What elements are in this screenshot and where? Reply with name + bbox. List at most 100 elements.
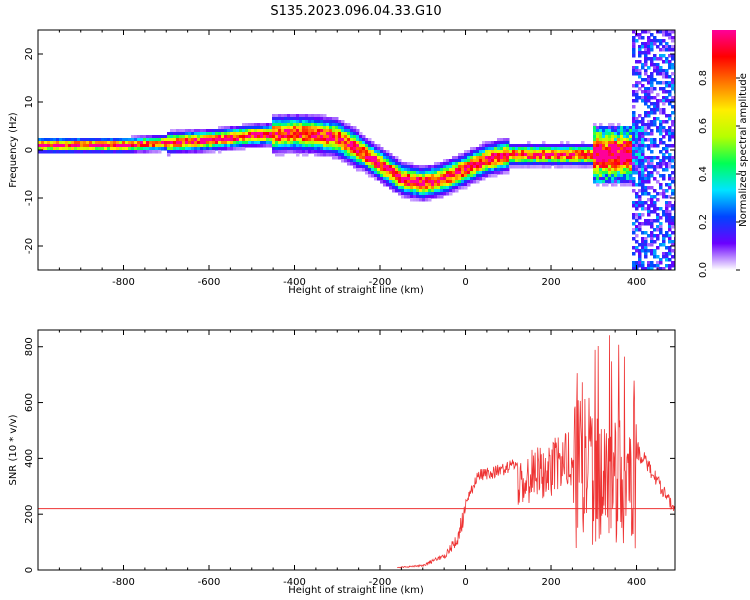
spectrogram-cell: [467, 180, 471, 184]
spectrogram-cell: [635, 60, 639, 64]
spectrogram-cell: [62, 141, 66, 145]
spectrogram-cell: [515, 162, 519, 166]
spectrogram-cell: [641, 174, 645, 178]
spectrogram-cell: [284, 141, 288, 145]
spectrogram-cell: [347, 126, 351, 130]
spectrogram-cell: [500, 153, 504, 157]
spectrogram-cell: [662, 189, 666, 193]
spectrogram-cell: [281, 132, 285, 136]
spectrogram-cell: [386, 150, 390, 154]
spectrogram-cell: [260, 123, 264, 127]
spectrogram-cell: [359, 147, 363, 151]
spectrogram-cell: [464, 177, 468, 181]
spectrogram-cell: [623, 141, 627, 145]
spectrogram-cell: [209, 144, 213, 148]
spectrogram-cell: [65, 150, 69, 154]
spectrogram-cell: [665, 129, 669, 133]
spectrogram-cell: [458, 183, 462, 187]
spectrogram-cell: [425, 183, 429, 187]
spectrogram-cell: [485, 141, 489, 145]
spectrogram-cell: [62, 138, 66, 142]
spectrogram-cell: [590, 156, 594, 160]
spectrogram-cell: [653, 210, 657, 214]
spectrogram-cell: [668, 186, 672, 190]
spectrogram-cell: [431, 165, 435, 169]
spectrogram-cell: [428, 168, 432, 172]
spectrogram-cell: [350, 135, 354, 139]
spectrogram-cell: [506, 141, 510, 145]
spectrogram-cell: [236, 132, 240, 136]
spectrogram-cell: [458, 153, 462, 157]
spectrogram-cell: [671, 177, 675, 181]
spectrogram-cell: [407, 174, 411, 178]
spectrogram-cell: [611, 183, 615, 187]
spectrogram-cell: [641, 30, 645, 34]
spectrogram-cell: [206, 144, 210, 148]
spectrogram-cell: [398, 171, 402, 175]
spectrogram-cell: [155, 150, 159, 154]
spectrogram-cell: [617, 147, 621, 151]
spectrogram-cell: [653, 69, 657, 73]
spectrogram-cell: [650, 156, 654, 160]
spectrogram-cell: [284, 138, 288, 142]
spectrogram-cell: [650, 78, 654, 82]
spectrogram-cell: [644, 78, 648, 82]
spectrogram-cell: [263, 126, 267, 130]
spectrogram-cell: [575, 165, 579, 169]
spectrogram-cell: [671, 99, 675, 103]
spectrogram-cell: [656, 39, 660, 43]
spectrogram-cell: [581, 144, 585, 148]
spectrogram-cell: [596, 180, 600, 184]
snr-plot-area: [38, 335, 675, 569]
spectrogram-cell: [338, 156, 342, 160]
spectrogram-cell: [134, 150, 138, 154]
spectrogram-cell: [593, 156, 597, 160]
spectrogram-cell: [650, 75, 654, 79]
spectrogram-cell: [557, 162, 561, 166]
spectrogram-cell: [206, 150, 210, 154]
spectrogram-cell: [404, 186, 408, 190]
spectrogram-cell: [488, 174, 492, 178]
spectrogram-cell: [557, 150, 561, 154]
spectrogram-cell: [668, 159, 672, 163]
spectrogram-cell: [248, 129, 252, 133]
spectrogram-cell: [668, 216, 672, 220]
spectrogram-cell: [443, 162, 447, 166]
spectrogram-cell: [557, 153, 561, 157]
spectrogram-cell: [617, 138, 621, 142]
spectrogram-cell: [656, 105, 660, 109]
spectrogram-cell: [176, 138, 180, 142]
spectrogram-cell: [635, 96, 639, 100]
spectrogram-cell: [341, 129, 345, 133]
spectrogram-cell: [665, 216, 669, 220]
spectrogram-cell: [425, 165, 429, 169]
spectrogram-cell: [296, 150, 300, 154]
spectrogram-cell: [623, 150, 627, 154]
spectrogram-cell: [353, 150, 357, 154]
spectrogram-cell: [380, 159, 384, 163]
spectrogram-cell: [170, 132, 174, 136]
spectrogram-cell: [227, 138, 231, 142]
spectrogram-cell: [536, 150, 540, 154]
spectrogram-cell: [164, 138, 168, 142]
spectrogram-cell: [506, 168, 510, 172]
spectrogram-cell: [452, 168, 456, 172]
spectrogram-cell: [371, 171, 375, 175]
spectrogram-cell: [668, 33, 672, 37]
spectrogram-cell: [614, 174, 618, 178]
spectrogram-cell: [275, 123, 279, 127]
spectrogram-cell: [629, 162, 633, 166]
spectrogram-cell: [410, 180, 414, 184]
spectrogram-cell: [629, 129, 633, 133]
spectrogram-cell: [485, 150, 489, 154]
spectrogram-cell: [626, 135, 630, 139]
spectrogram-cell: [284, 147, 288, 151]
spectrogram-cell: [632, 114, 636, 118]
spectrogram-cell: [185, 150, 189, 154]
spectrogram-cell: [617, 123, 621, 127]
spectrogram-cell: [191, 129, 195, 133]
spectrogram-cell: [461, 174, 465, 178]
spectrogram-cell: [332, 117, 336, 121]
spectrogram-cell: [311, 132, 315, 136]
